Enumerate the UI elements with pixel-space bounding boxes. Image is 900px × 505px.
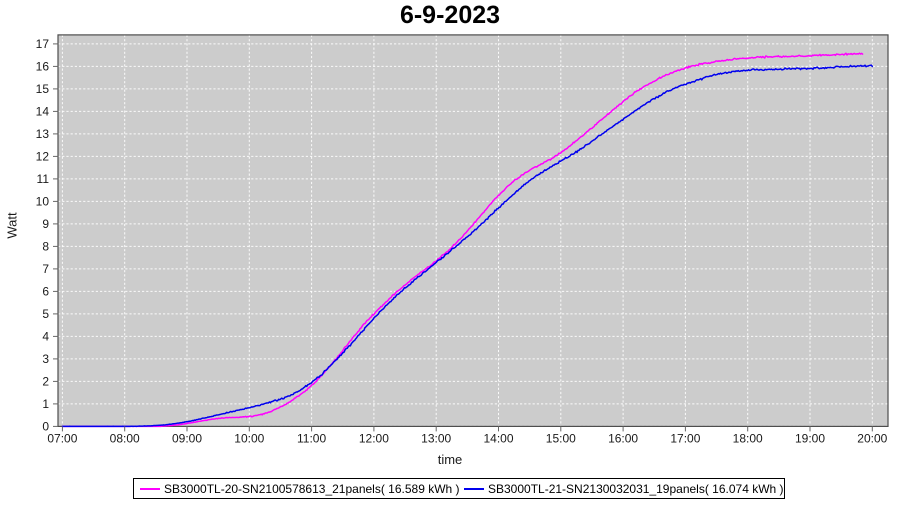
svg-text:09:00: 09:00 [172, 431, 202, 445]
svg-text:3: 3 [42, 352, 49, 366]
svg-text:20:00: 20:00 [857, 431, 887, 445]
svg-text:16:00: 16:00 [608, 431, 638, 445]
svg-text:15: 15 [36, 82, 50, 96]
svg-text:10: 10 [36, 194, 50, 208]
svg-text:14:00: 14:00 [483, 431, 513, 445]
svg-text:14: 14 [36, 104, 50, 118]
svg-text:1: 1 [42, 397, 49, 411]
svg-text:6: 6 [42, 284, 49, 298]
svg-text:19:00: 19:00 [795, 431, 825, 445]
svg-text:13: 13 [36, 127, 50, 141]
svg-text:13:00: 13:00 [421, 431, 451, 445]
svg-text:12: 12 [36, 149, 50, 163]
svg-text:SB3000TL-21-SN2130032031_19pan: SB3000TL-21-SN2130032031_19panels( 16.07… [488, 482, 784, 496]
svg-text:16: 16 [36, 59, 50, 73]
svg-text:9: 9 [42, 217, 49, 231]
svg-text:11: 11 [37, 172, 50, 186]
svg-text:07:00: 07:00 [47, 431, 77, 445]
svg-text:15:00: 15:00 [546, 431, 576, 445]
svg-text:5: 5 [42, 307, 49, 321]
svg-text:11:00: 11:00 [297, 431, 326, 445]
svg-text:8: 8 [42, 239, 49, 253]
svg-text:SB3000TL-20-SN2100578613_21pan: SB3000TL-20-SN2100578613_21panels( 16.58… [164, 482, 460, 496]
svg-text:17: 17 [36, 37, 50, 51]
svg-text:17:00: 17:00 [670, 431, 700, 445]
svg-text:08:00: 08:00 [110, 431, 140, 445]
svg-text:4: 4 [42, 329, 49, 343]
svg-text:12:00: 12:00 [359, 431, 389, 445]
svg-text:10:00: 10:00 [234, 431, 264, 445]
svg-text:7: 7 [42, 262, 49, 276]
svg-text:18:00: 18:00 [733, 431, 763, 445]
svg-text:2: 2 [42, 374, 49, 388]
